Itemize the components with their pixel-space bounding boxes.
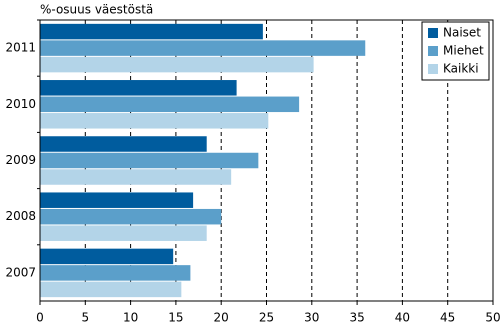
legend-swatch [428,46,438,56]
legend-swatch [428,28,438,38]
bar [40,56,314,73]
y-tick-label: 2007 [5,265,36,279]
bar [40,192,194,208]
bar [40,248,174,265]
plot-frame [39,19,494,302]
x-tick-label: 10 [123,311,138,325]
x-tick-label: 35 [349,311,364,325]
bar [40,113,269,129]
bar [40,208,222,225]
bar [40,169,232,185]
y-tick-label: 2010 [5,97,36,111]
x-tick-label: 20 [214,311,229,325]
legend-label: Miehet [443,44,484,58]
x-tick-label: 25 [259,311,274,325]
bar [40,96,300,113]
bar [40,23,263,40]
x-tick-label: 30 [304,311,319,325]
bar [40,152,259,169]
axis-title: %-osuus väestöstä [40,3,153,17]
x-tick-label: 5 [81,311,89,325]
y-tick-label: 2009 [5,153,36,167]
bar [40,281,182,298]
bar [40,136,207,152]
x-tick-label: 15 [168,311,183,325]
x-tick-label: 50 [485,311,500,325]
legend-label: Kaikki [443,62,479,76]
bar [40,225,207,241]
y-tick-label: 2011 [5,41,36,55]
legend-label: Naiset [443,26,481,40]
bar [40,265,191,281]
x-tick-label: 0 [36,311,44,325]
legend-swatch [428,64,438,74]
y-tick-label: 2008 [5,209,36,223]
x-tick-label: 45 [440,311,455,325]
bar [40,40,366,56]
x-tick-label: 40 [395,311,410,325]
bar [40,80,237,96]
